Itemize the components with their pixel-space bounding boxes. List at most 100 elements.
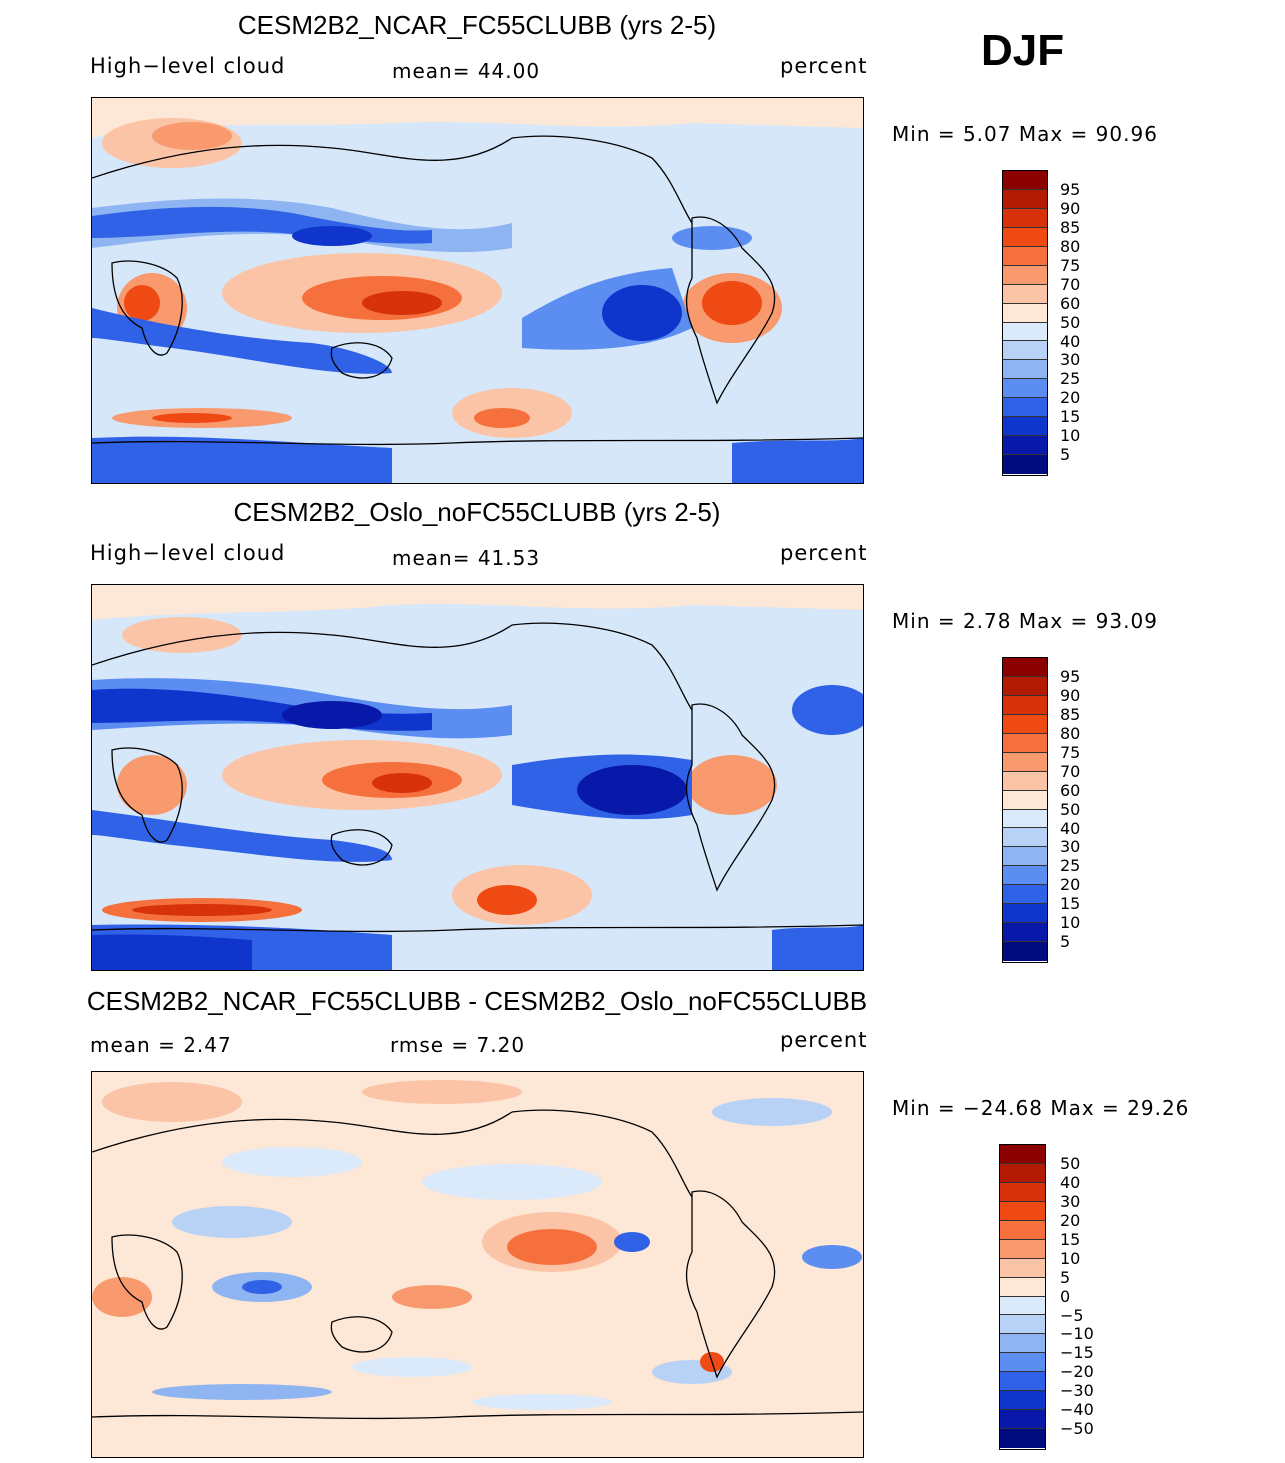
panel1-title: CESM2B2_NCAR_FC55CLUBB (yrs 2-5) — [237, 10, 717, 40]
panel1-minmax: Min = 5.07 Max = 90.96 — [892, 122, 1158, 146]
panel2-region — [117, 755, 187, 815]
panel2-region — [92, 585, 863, 620]
panel1-colorbar-label: 10 — [1060, 426, 1081, 446]
panel2-colorbar-swatch — [1003, 942, 1047, 961]
panel1-region — [732, 438, 863, 483]
panel1-colorbar-label: 85 — [1060, 217, 1081, 237]
panel3-colorbar-swatch — [1000, 1334, 1045, 1354]
panel3-map-svg — [92, 1072, 863, 1457]
panel3-colorbar-swatch — [1000, 1391, 1045, 1411]
panel3-region — [102, 1082, 242, 1122]
panel2-colorbar-label: 15 — [1060, 894, 1081, 914]
panel3-colorbar-swatch — [1000, 1258, 1045, 1278]
panel2-coastline — [92, 924, 863, 933]
panel3-region — [362, 1080, 522, 1104]
panel1-map-svg — [92, 98, 863, 483]
panel3-colorbar-label: 30 — [1060, 1191, 1081, 1211]
panel3-region — [172, 1206, 292, 1238]
panel1-colorbar-label: 75 — [1060, 255, 1081, 275]
panel2-coastline — [511, 622, 693, 711]
panel3-coastline — [92, 1411, 863, 1420]
panel3-region — [507, 1229, 597, 1265]
panel1-region — [124, 285, 160, 321]
panel3-coastline — [511, 1109, 693, 1198]
panel2-region — [792, 685, 863, 735]
panel1-region — [152, 122, 232, 150]
panel1-colorbar-swatch — [1003, 417, 1047, 437]
panel2-map-svg — [92, 585, 863, 970]
panel1-coastline — [92, 437, 863, 446]
panel2-region — [282, 701, 382, 729]
panel1-colorbar-label: 40 — [1060, 331, 1081, 351]
panel3-colorbar-label: −20 — [1060, 1362, 1094, 1382]
panel1-colorbar-swatch — [1003, 341, 1047, 361]
panel1-coastline — [330, 342, 393, 379]
panel2-region — [122, 617, 242, 653]
panel2-coastline — [330, 829, 393, 866]
panel3-region — [92, 1277, 152, 1317]
panel3-rmse: rmse = 7.20 — [390, 1033, 526, 1057]
panel2-colorbar-swatch — [1003, 658, 1047, 677]
panel1-colorbar-swatch — [1003, 360, 1047, 380]
panel1-coastline — [685, 216, 776, 405]
panel3-region — [614, 1232, 650, 1252]
panel2-mean: mean= 41.53 — [392, 546, 541, 570]
panel3-colorbar-label: −15 — [1060, 1343, 1094, 1363]
panel3-region — [392, 1285, 472, 1309]
panel2-colorbar-swatch — [1003, 752, 1047, 772]
panel2-coastline — [92, 624, 513, 666]
panel2-title: CESM2B2_Oslo_noFC55CLUBB (yrs 2-5) — [233, 497, 721, 527]
panel2-units: percent — [780, 541, 868, 565]
panel1-mean: mean= 44.00 — [392, 59, 541, 83]
panel3-title: CESM2B2_NCAR_FC55CLUBB - CESM2B2_Oslo_no… — [86, 986, 868, 1016]
panel2-colorbar-swatch — [1003, 790, 1047, 810]
panel2-colorbar-swatch — [1003, 904, 1047, 924]
panel3-colorbar-label: −40 — [1060, 1400, 1094, 1420]
panel1-colorbar-label: 70 — [1060, 274, 1081, 294]
panel3-colorbar-label: 40 — [1060, 1172, 1081, 1192]
panel3-colorbar-swatch — [1000, 1239, 1045, 1259]
panel3-colorbar-label: 0 — [1060, 1286, 1071, 1306]
panel3-coastline — [111, 1234, 183, 1330]
panel3-colorbar-label: 20 — [1060, 1210, 1081, 1230]
panel2-region — [772, 925, 863, 970]
panel2-colorbar-swatch — [1003, 771, 1047, 791]
panel1-colorbar-label: 25 — [1060, 369, 1081, 389]
panel1-region — [702, 281, 762, 325]
panel2-colorbar-swatch — [1003, 923, 1047, 943]
panel3-units: percent — [780, 1028, 868, 1052]
panel2-colorbar-label: 80 — [1060, 723, 1081, 743]
panel3-colorbar-swatch — [1000, 1163, 1045, 1183]
panel2-region — [92, 810, 392, 862]
panel1-colorbar-swatch — [1003, 436, 1047, 456]
panel1-region — [474, 408, 530, 428]
panel1-region — [602, 285, 682, 341]
panel1-colorbar-label: 20 — [1060, 388, 1081, 408]
panel2-colorbar-swatch — [1003, 695, 1047, 715]
panel3-colorbar-label: −50 — [1060, 1419, 1094, 1439]
panel2-colorbar-swatch — [1003, 733, 1047, 753]
panel1-colorbar-swatch — [1003, 322, 1047, 342]
panel1-region — [672, 226, 752, 250]
panel2-region — [477, 885, 537, 915]
panel1-colorbar-swatch — [1003, 246, 1047, 266]
panel1-colorbar-swatch — [1003, 189, 1047, 209]
panel2-colorbar-label: 30 — [1060, 837, 1081, 857]
panel3-region — [472, 1394, 612, 1410]
panel3-colorbar-swatch — [1000, 1315, 1045, 1335]
panel2-colorbar-label: 5 — [1060, 932, 1071, 952]
panel3-colorbar-label: 10 — [1060, 1248, 1081, 1268]
panel2-minmax: Min = 2.78 Max = 93.09 — [892, 609, 1158, 633]
panel2-colorbar-swatch — [1003, 847, 1047, 867]
panel1-region — [152, 413, 232, 423]
panel3-region — [152, 1384, 332, 1400]
panel3-colorbar-swatch — [1000, 1220, 1045, 1240]
panel1-colorbar-label: 50 — [1060, 312, 1081, 332]
panel1-colorbar-swatch — [1003, 455, 1047, 474]
panel3-coastline — [685, 1190, 776, 1379]
panel2-colorbar-swatch — [1003, 676, 1047, 696]
panel1-colorbar-label: 95 — [1060, 180, 1081, 199]
panel1-colorbar-swatch — [1003, 284, 1047, 304]
panel3-colorbar-swatch — [1000, 1182, 1045, 1202]
panel3-colorbar-swatch — [1000, 1372, 1045, 1392]
